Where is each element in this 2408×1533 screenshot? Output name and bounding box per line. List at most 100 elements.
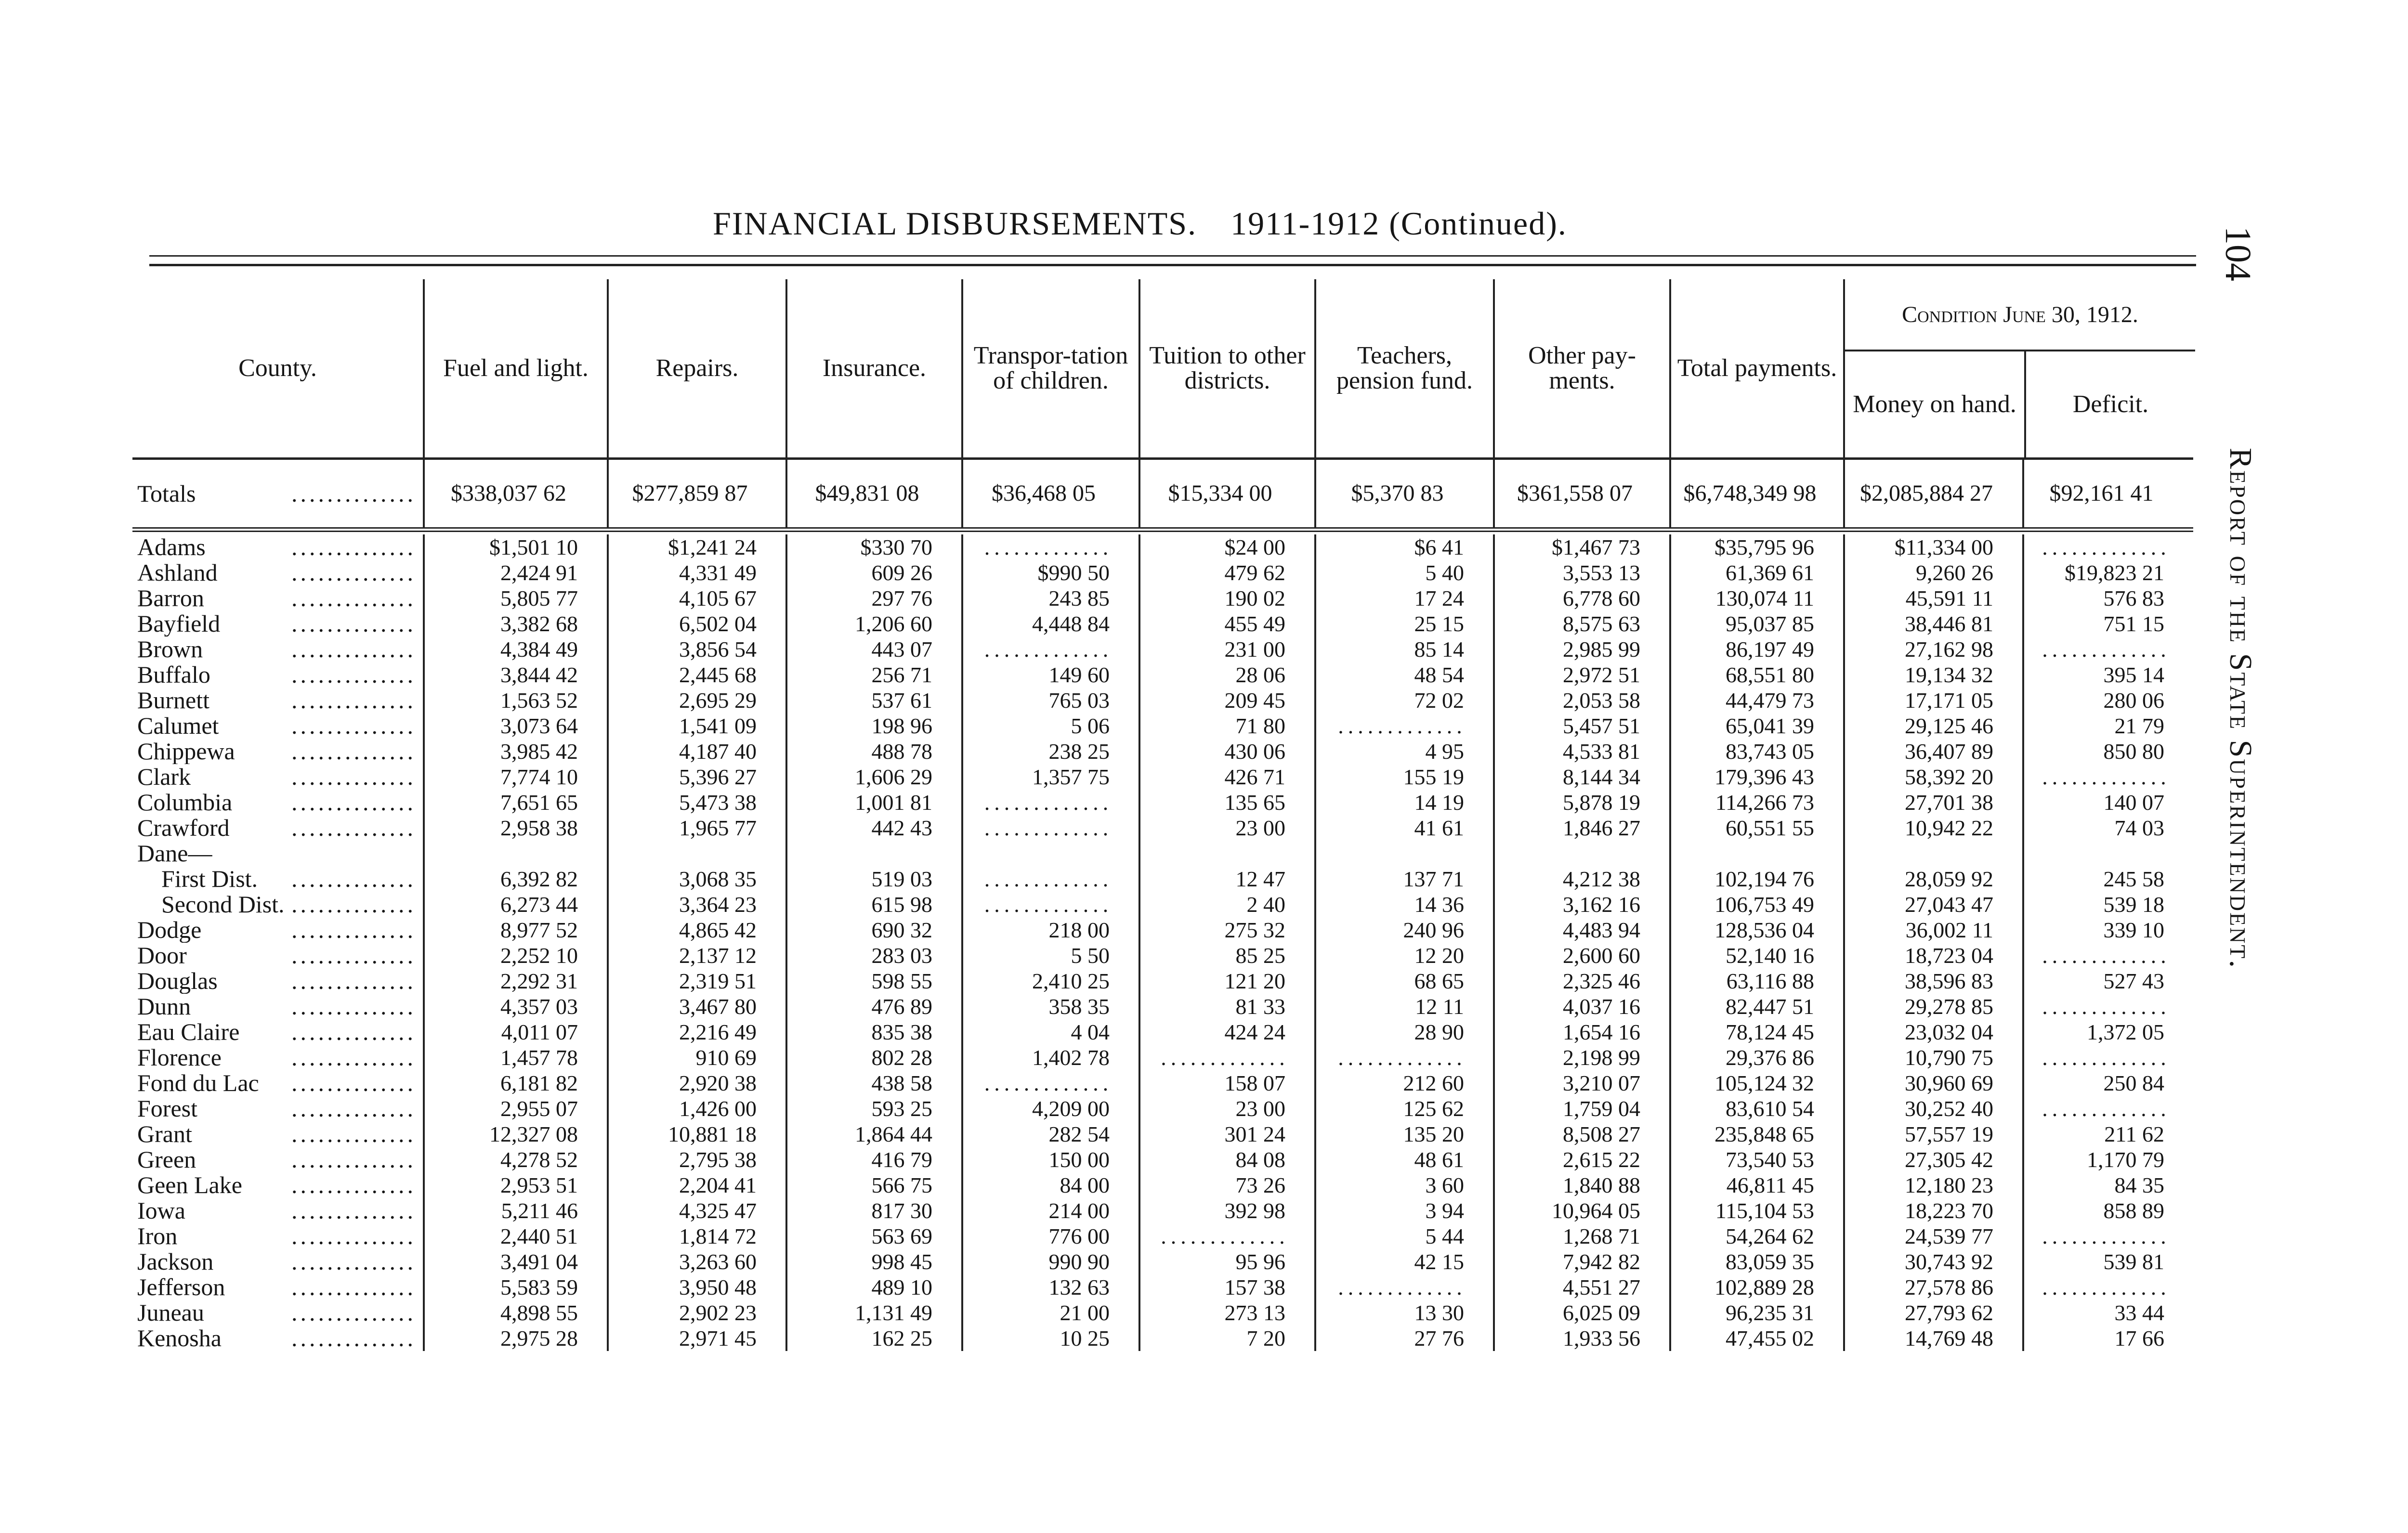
amount-cell: 209 45 [1139, 688, 1314, 713]
amount-cell: $1,467 73 [1493, 534, 1669, 560]
amount-cell: 3,210 07 [1493, 1070, 1669, 1096]
county-name: Second Dist............... [132, 892, 423, 917]
amount-cell: 95,037 85 [1669, 611, 1843, 637]
amount-cell: 527 43 [2022, 968, 2193, 994]
amount-cell: 84 35 [2022, 1172, 2193, 1198]
dot-leader: .............. [291, 739, 416, 764]
amount-cell: 4,357 03 [423, 994, 607, 1019]
amount-cell: 231 00 [1139, 637, 1314, 662]
amount-cell: 5,805 77 [423, 585, 607, 611]
header-pension: Teachers, pension fund. [1314, 279, 1493, 457]
amount-cell: 149 60 [961, 662, 1139, 688]
county-name-text: Dodge [137, 917, 202, 943]
amount-cell: 5 06 [961, 713, 1139, 739]
dot-leader: .............. [291, 688, 416, 713]
amount-cell: 2,971 45 [607, 1325, 785, 1351]
amount-cell: 438 58 [785, 1070, 961, 1096]
amount-cell: 96,235 31 [1669, 1300, 1843, 1325]
amount-cell: 593 25 [785, 1096, 961, 1121]
amount-cell: 1,840 88 [1493, 1172, 1669, 1198]
amount-cell: 690 32 [785, 917, 961, 943]
page-title: FINANCIAL DISBURSEMENTS. 1911-1912 (Conti… [713, 205, 1601, 243]
county-name-text: Calumet [137, 713, 219, 739]
amount-cell: 1,814 72 [607, 1223, 785, 1249]
dot-leader: .............. [291, 534, 416, 560]
amount-cell: 3,844 42 [423, 662, 607, 688]
amount-cell: 28 06 [1139, 662, 1314, 688]
county-name: Barron.............. [132, 585, 423, 611]
amount-cell: 14 19 [1314, 790, 1493, 815]
amount-cell: 4,209 00 [961, 1096, 1139, 1121]
amount-cell: 41 61 [1314, 815, 1493, 841]
empty-cell [1493, 841, 1669, 866]
county-name: Jackson.............. [132, 1249, 423, 1274]
dot-leader: .............. [291, 1223, 416, 1249]
amount-cell: 10,790 75 [1843, 1045, 2022, 1070]
amount-cell: 2,053 58 [1493, 688, 1669, 713]
amount-cell: 73 26 [1139, 1172, 1314, 1198]
amount-cell: 86,197 49 [1669, 637, 1843, 662]
amount-cell: 23 00 [1139, 815, 1314, 841]
dot-leader: .............. [291, 1274, 416, 1300]
amount-cell: 2,695 29 [607, 688, 785, 713]
amount-cell: 19,134 32 [1843, 662, 2022, 688]
amount-cell: 28,059 92 [1843, 866, 2022, 892]
amount-cell: 3,364 23 [607, 892, 785, 917]
amount-cell: 3,491 04 [423, 1249, 607, 1274]
amount-cell: $6 41 [1314, 534, 1493, 560]
amount-cell: 6,273 44 [423, 892, 607, 917]
empty-cell [2022, 841, 2193, 866]
blank-leader: ............. [2022, 1096, 2193, 1121]
amount-cell: 218 00 [961, 917, 1139, 943]
blank-leader: ............. [2022, 764, 2193, 790]
amount-cell: 114,266 73 [1669, 790, 1843, 815]
amount-cell: 243 85 [961, 585, 1139, 611]
amount-cell: 198 96 [785, 713, 961, 739]
amount-cell: 4,105 67 [607, 585, 785, 611]
amount-cell: 3,856 54 [607, 637, 785, 662]
amount-cell: 17 66 [2022, 1325, 2193, 1351]
amount-cell: 71 80 [1139, 713, 1314, 739]
amount-cell: $35,795 96 [1669, 534, 1843, 560]
amount-cell: 6,181 82 [423, 1070, 607, 1096]
amount-cell: 5,473 38 [607, 790, 785, 815]
amount-cell: 426 71 [1139, 764, 1314, 790]
amount-cell: 2,198 99 [1493, 1045, 1669, 1070]
dot-leader: .............. [291, 637, 416, 662]
amount-cell: 130,074 11 [1669, 585, 1843, 611]
county-name: Columbia.............. [132, 790, 423, 815]
amount-cell: 3,382 68 [423, 611, 607, 637]
county-name-text: Juneau [137, 1300, 204, 1325]
amount-cell: 38,596 83 [1843, 968, 2022, 994]
header-tuition: Tuition to other districts. [1139, 279, 1314, 457]
amount-cell: 2,615 22 [1493, 1147, 1669, 1172]
amount-cell: 442 43 [785, 815, 961, 841]
amount-cell: 2,902 23 [607, 1300, 785, 1325]
amount-cell: 135 20 [1314, 1121, 1493, 1147]
amount-cell: 282 54 [961, 1121, 1139, 1147]
dot-leader: .............. [291, 1096, 416, 1121]
blank-leader: ............. [1314, 1045, 1493, 1070]
amount-cell: 46,811 45 [1669, 1172, 1843, 1198]
amount-cell: 4,037 16 [1493, 994, 1669, 1019]
totals-value: $5,370 83 [1314, 460, 1493, 527]
county-name: Dodge.............. [132, 917, 423, 943]
amount-cell: 2,955 07 [423, 1096, 607, 1121]
amount-cell: 3 94 [1314, 1198, 1493, 1223]
county-name: Dane— [132, 841, 423, 866]
amount-cell: 1,606 29 [785, 764, 961, 790]
amount-cell: 29,278 85 [1843, 994, 2022, 1019]
amount-cell: 6,778 60 [1493, 585, 1669, 611]
county-name-text: Fond du Lac [137, 1070, 259, 1096]
amount-cell: 443 07 [785, 637, 961, 662]
dot-leader: .............. [291, 662, 416, 688]
amount-cell: 297 76 [785, 585, 961, 611]
amount-cell: 12 11 [1314, 994, 1493, 1019]
amount-cell: 240 96 [1314, 917, 1493, 943]
amount-cell: 1,131 49 [785, 1300, 961, 1325]
header-repairs: Repairs. [607, 279, 785, 457]
amount-cell: 135 65 [1139, 790, 1314, 815]
dot-leader: .............. [291, 1300, 416, 1325]
amount-cell: 190 02 [1139, 585, 1314, 611]
amount-cell: 2,410 25 [961, 968, 1139, 994]
